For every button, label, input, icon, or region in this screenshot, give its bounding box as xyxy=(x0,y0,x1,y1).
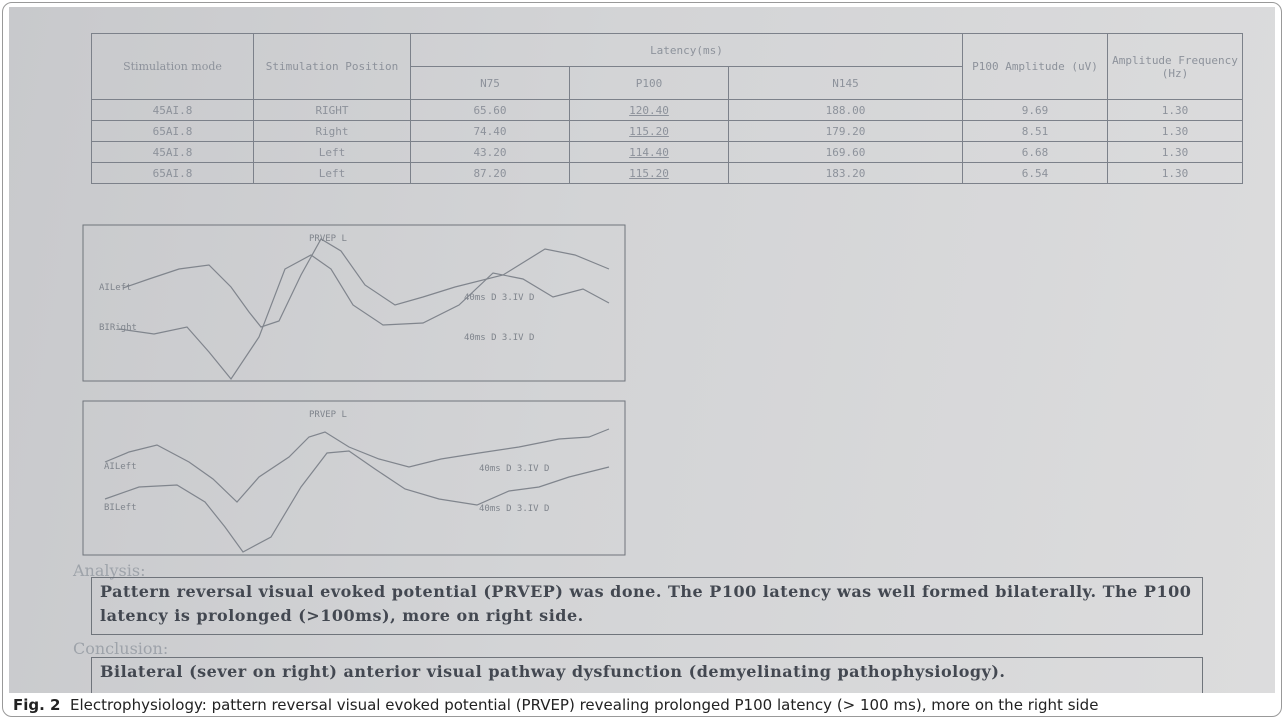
scale-label: 40ms D 3.IV D xyxy=(479,504,549,514)
plot-box xyxy=(83,225,625,381)
trace xyxy=(119,255,609,379)
plot: PRVEP L AILeft BIRight 40ms D 3.IV D 40m… xyxy=(83,225,625,381)
plot-title: PRVEP L xyxy=(309,410,347,420)
trace-label: AILeft xyxy=(99,283,132,293)
caption-text: Electrophysiology: pattern reversal visu… xyxy=(70,696,1098,714)
plot: PRVEP L AILeft BILeft 40ms D 3.IV D 40ms… xyxy=(83,401,625,555)
page: Stimulation mode Stimulation Position La… xyxy=(0,0,1284,719)
section-label: Conclusion: xyxy=(73,639,168,658)
analysis-text: Pattern reversal visual evoked potential… xyxy=(91,577,1203,635)
photo: Stimulation mode Stimulation Position La… xyxy=(9,7,1275,693)
figure-frame: Stimulation mode Stimulation Position La… xyxy=(2,2,1282,717)
scale-label: 40ms D 3.IV D xyxy=(479,464,549,474)
plot-box xyxy=(83,401,625,555)
trace-label: AILeft xyxy=(104,462,137,472)
scale-label: 40ms D 3.IV D xyxy=(464,333,534,343)
caption: Fig. 2 Electrophysiology: pattern revers… xyxy=(13,696,1098,714)
caption-label: Fig. 2 xyxy=(13,696,60,714)
trace-label: BILeft xyxy=(104,503,137,513)
scale-label: 40ms D 3.IV D xyxy=(464,293,534,303)
conclusion-text: Bilateral (sever on right) anterior visu… xyxy=(91,657,1203,693)
trace-label: BIRight xyxy=(99,323,137,333)
